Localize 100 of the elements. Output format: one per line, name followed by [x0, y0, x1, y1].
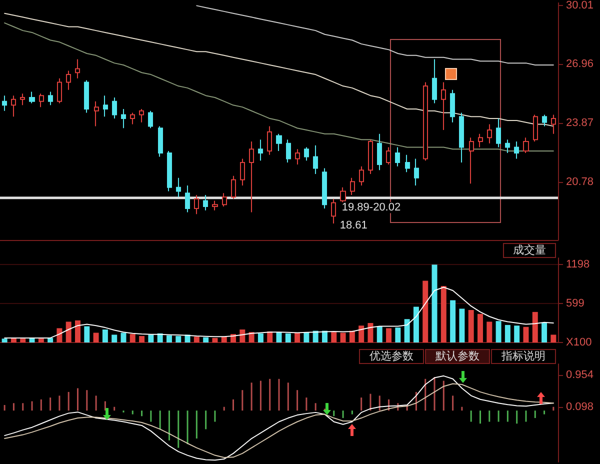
- bar: [532, 312, 538, 342]
- candlestick: [331, 198, 336, 224]
- candlestick: [295, 148, 300, 165]
- candlestick: [48, 91, 53, 106]
- candlestick: [514, 140, 519, 160]
- bar: [56, 328, 62, 342]
- candlestick: [432, 58, 437, 104]
- bar: [112, 334, 118, 342]
- bar: [75, 320, 80, 342]
- candlestick: [505, 139, 510, 154]
- candlestick: [523, 137, 529, 154]
- y-tick-label: 26.96: [566, 58, 594, 70]
- candlestick: [258, 139, 263, 162]
- bar: [413, 306, 419, 342]
- bar: [523, 326, 529, 342]
- candlestick: [459, 112, 464, 164]
- bar: [440, 286, 446, 342]
- candlestick: [20, 93, 25, 106]
- candlestick: [487, 124, 492, 144]
- candlestick: [148, 110, 153, 129]
- bar: [504, 324, 510, 342]
- bar: [212, 338, 218, 342]
- line-series: [4, 12, 554, 127]
- y-tick-label: 23.87: [566, 116, 594, 129]
- text: 成交量: [513, 244, 546, 256]
- bar: [486, 322, 492, 342]
- candlestick: [139, 108, 144, 123]
- candlestick: [350, 177, 355, 196]
- candlestick: [405, 154, 410, 173]
- candlestick: [203, 194, 208, 211]
- bar: [166, 335, 172, 342]
- candlestick: [167, 150, 172, 192]
- bar: [340, 332, 346, 342]
- bar: [386, 328, 392, 342]
- candlestick: [29, 91, 35, 104]
- candlestick: [551, 114, 556, 134]
- bar: [130, 334, 136, 342]
- bar: [38, 338, 44, 342]
- bar: [422, 280, 428, 342]
- candlestick: [11, 95, 16, 118]
- candlestick: [359, 166, 364, 186]
- band-label: 19.89-20.02: [342, 202, 401, 214]
- candlestick: [368, 139, 373, 175]
- candlestick: [94, 100, 99, 127]
- bar: [267, 331, 273, 342]
- y-tick-label: 599: [566, 298, 584, 310]
- bar: [2, 338, 8, 342]
- bar: [93, 332, 99, 342]
- bar: [304, 332, 310, 342]
- bar: [66, 322, 72, 342]
- candlestick: [185, 184, 190, 213]
- candlestick: [286, 139, 291, 164]
- bar: [176, 336, 182, 342]
- y-tick-label: 30.01: [566, 0, 594, 12]
- text: 优选参数: [370, 350, 414, 362]
- bar: [240, 330, 246, 342]
- bar: [194, 336, 200, 342]
- bar: [432, 264, 438, 342]
- candlestick: [112, 97, 117, 120]
- bar: [459, 308, 465, 342]
- candlestick: [414, 158, 419, 186]
- candlestick: [276, 133, 282, 152]
- text: 指标说明: [500, 350, 546, 362]
- candlestick: [441, 82, 446, 131]
- candlestick: [395, 146, 400, 167]
- bar: [139, 336, 145, 342]
- candlestick: [496, 118, 501, 148]
- line-series: [4, 286, 554, 338]
- text: 默认参数: [434, 350, 480, 362]
- bar: [120, 332, 126, 342]
- bar: [404, 319, 410, 342]
- candlestick: [450, 89, 455, 123]
- candlestick: [39, 93, 44, 108]
- candlestick: [222, 192, 227, 208]
- y-tick-label: 0.098: [566, 400, 594, 413]
- y-tick-label: 20.78: [566, 176, 594, 188]
- bar: [294, 332, 300, 342]
- candlestick: [249, 140, 254, 213]
- bar: [248, 332, 254, 342]
- y-tick-label: 1198: [566, 258, 590, 271]
- bar: [312, 330, 318, 342]
- candlestick: [542, 114, 547, 127]
- candlestick: [240, 158, 245, 186]
- line-series: [196, 5, 554, 66]
- bar: [450, 300, 456, 342]
- candlestick: [304, 146, 309, 162]
- candlestick: [75, 58, 80, 79]
- candlestick: [469, 137, 474, 184]
- candlestick: [176, 177, 181, 198]
- bar: [358, 326, 364, 342]
- bar: [285, 333, 291, 342]
- bar: [376, 326, 382, 342]
- bar: [203, 337, 209, 342]
- candlestick: [158, 126, 163, 158]
- candlestick: [2, 95, 7, 112]
- candlestick: [322, 168, 327, 209]
- candlestick: [377, 133, 382, 171]
- line-series: [4, 22, 554, 152]
- bar: [349, 330, 355, 342]
- candlestick: [386, 146, 391, 165]
